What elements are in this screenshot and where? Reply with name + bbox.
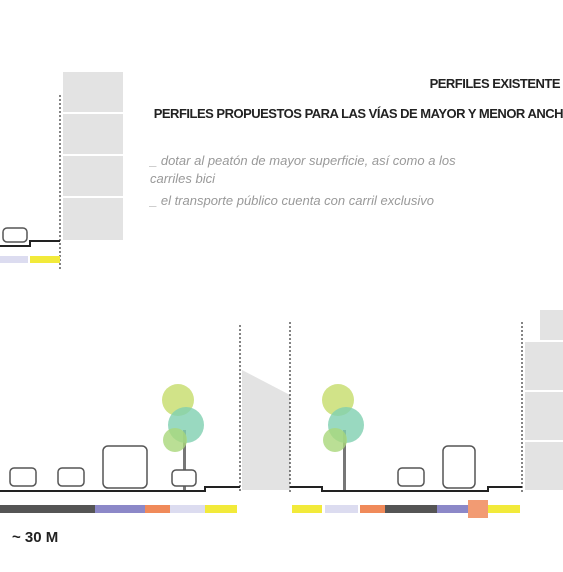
note: _ dotar al peatón de mayor superficie, a… — [148, 153, 456, 168]
buildings — [63, 72, 563, 490]
note: carriles bici — [150, 171, 216, 186]
lane-strips — [0, 256, 520, 518]
vehicles — [2, 227, 476, 489]
trees — [162, 384, 364, 490]
note: _ el transporte público cuenta con carri… — [148, 193, 434, 208]
scale-label: ~ 30 M — [12, 529, 58, 546]
subtitle: PERFILES PROPUESTOS PARA LAS VÍAS DE MAY… — [154, 106, 563, 121]
ground — [0, 240, 522, 492]
title: PERFILES EXISTENTE — [430, 76, 561, 91]
